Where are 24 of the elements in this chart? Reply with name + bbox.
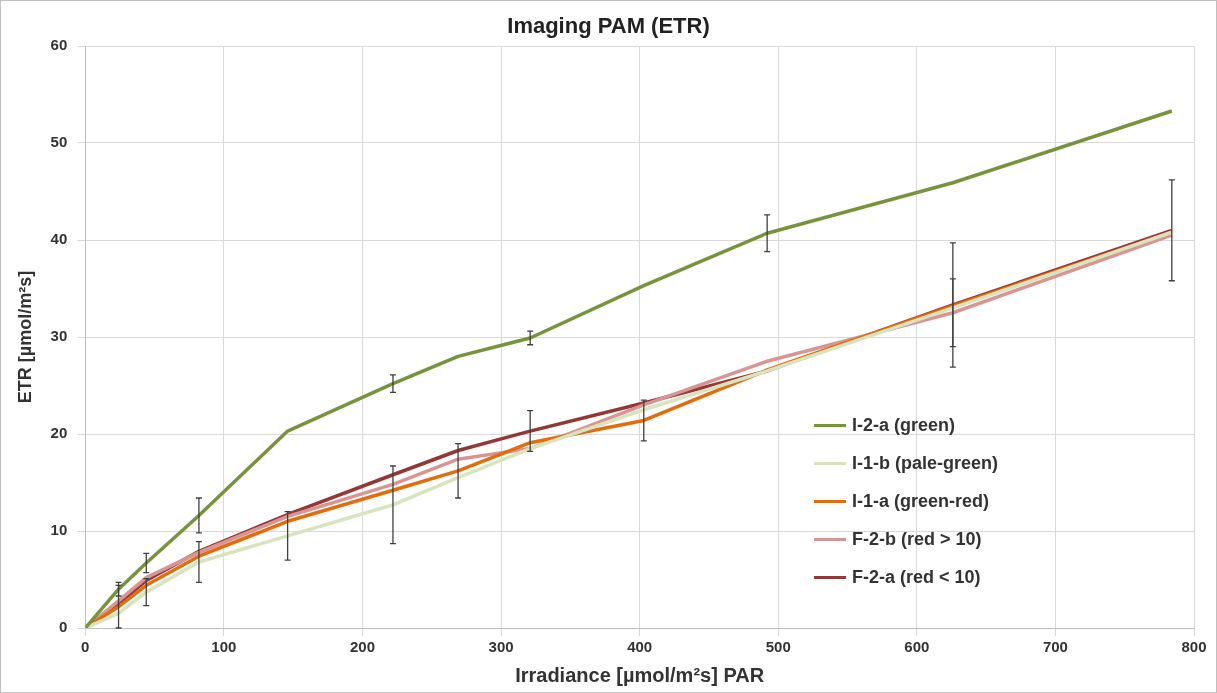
x-tick-label: 0 bbox=[81, 638, 90, 656]
y-tick-label: 30 bbox=[50, 327, 68, 345]
legend-label: F-2-b (red > 10) bbox=[852, 529, 982, 551]
x-axis-title: Irradiance [µmol/m²s] PAR bbox=[515, 663, 765, 686]
y-tick-label: 20 bbox=[50, 424, 68, 442]
x-tick-label: 500 bbox=[765, 638, 791, 656]
x-tick-label: 300 bbox=[488, 638, 514, 656]
legend-label: F-2-a (red < 10) bbox=[852, 567, 981, 589]
x-tick-label: 400 bbox=[627, 638, 653, 656]
x-tick-label: 100 bbox=[211, 638, 237, 656]
y-axis-title: ETR [µmol/m²s] bbox=[14, 270, 35, 404]
chart-title: Imaging PAM (ETR) bbox=[507, 13, 710, 38]
x-tick-label: 700 bbox=[1042, 638, 1068, 656]
legend-label: I-1-a (green-red) bbox=[852, 491, 990, 513]
x-tick-label: 800 bbox=[1181, 638, 1207, 656]
legend-label: I-1-b (pale-green) bbox=[852, 453, 999, 475]
y-tick-label: 60 bbox=[50, 36, 68, 54]
y-tick-label: 40 bbox=[50, 230, 68, 248]
y-tick-label: 10 bbox=[50, 521, 68, 539]
x-tick-label: 600 bbox=[904, 638, 930, 656]
legend-label: I-2-a (green) bbox=[852, 415, 956, 437]
y-tick-label: 50 bbox=[50, 133, 68, 151]
x-tick-label: 200 bbox=[349, 638, 375, 656]
y-tick-label: 0 bbox=[58, 618, 68, 636]
